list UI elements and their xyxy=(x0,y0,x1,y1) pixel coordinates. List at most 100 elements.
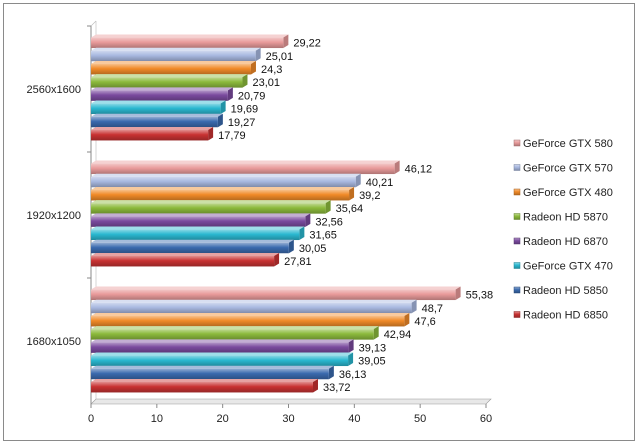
bar-top-face xyxy=(91,378,318,382)
bar-end-face xyxy=(288,239,294,254)
bar-top-face xyxy=(91,100,226,104)
bar xyxy=(91,60,256,75)
bar-top-face xyxy=(91,312,410,316)
bar-front-face xyxy=(91,90,228,101)
bar xyxy=(91,186,355,201)
data-label: 27,81 xyxy=(284,256,312,268)
data-label: 33,72 xyxy=(323,382,351,394)
bar xyxy=(91,378,318,393)
bar-end-face xyxy=(394,160,400,175)
bar-end-face xyxy=(404,312,410,327)
x-tick-label: 20 xyxy=(217,413,229,425)
legend-item: GeForce GTX 470 xyxy=(513,261,613,273)
legend-label: GeForce GTX 580 xyxy=(523,138,613,150)
bar-top-face xyxy=(91,173,361,177)
data-label: 48,7 xyxy=(422,303,443,315)
bar-end-face xyxy=(325,200,331,214)
bar-front-face xyxy=(91,129,209,141)
data-label: 20,79 xyxy=(238,90,266,102)
bar-front-face xyxy=(91,368,329,380)
data-label: 31,65 xyxy=(309,230,337,242)
bar-top-face xyxy=(91,186,355,190)
bar-front-face xyxy=(91,255,275,267)
bar xyxy=(91,100,226,115)
bar-end-face xyxy=(250,60,256,75)
bar-end-face xyxy=(217,113,223,128)
x-tick-label: 40 xyxy=(348,413,360,425)
legend-label: GeForce GTX 570 xyxy=(523,163,613,175)
legend-label: Radeon HD 6850 xyxy=(523,310,608,322)
bar-end-face xyxy=(348,339,354,353)
bar-end-face xyxy=(299,226,305,241)
bar-end-face xyxy=(227,87,233,101)
legend-swatch xyxy=(513,237,521,245)
bar-top-face xyxy=(91,126,214,130)
data-label: 40,21 xyxy=(366,177,394,189)
bar-front-face xyxy=(91,342,349,353)
bars xyxy=(91,34,461,393)
bar-end-face xyxy=(242,74,248,88)
legend-swatch xyxy=(513,213,521,220)
data-label: 19,69 xyxy=(231,104,259,116)
bar-front-face xyxy=(91,329,374,340)
bar-top-face xyxy=(91,226,305,230)
x-tick-label: 50 xyxy=(414,413,426,425)
bar-end-face xyxy=(208,126,214,141)
bar xyxy=(91,173,361,188)
bar-top-face xyxy=(91,365,334,369)
data-label: 39,05 xyxy=(358,356,386,368)
bar-front-face xyxy=(91,63,251,75)
bar-front-face xyxy=(91,289,456,301)
bar-front-face xyxy=(91,103,221,115)
legend-swatch xyxy=(513,139,521,147)
bar xyxy=(91,365,334,380)
legend-item: Radeon HD 5850 xyxy=(513,285,608,297)
bar xyxy=(91,326,379,340)
bar-top-face xyxy=(91,252,280,256)
bar-chart: 0 10 20 30 40 50 60 2560x1600 1920x1200 1680x1050… xyxy=(27,20,613,425)
bar-front-face xyxy=(91,302,412,314)
legend-label: Radeon HD 6870 xyxy=(523,236,608,248)
bar-end-face xyxy=(305,213,311,227)
bar xyxy=(91,34,289,49)
data-label: 55,38 xyxy=(466,290,494,302)
bar-front-face xyxy=(91,77,243,88)
bar-front-face xyxy=(91,116,218,128)
bar xyxy=(91,239,294,254)
category-label: 1680x1050 xyxy=(27,336,81,348)
bar xyxy=(91,87,233,101)
data-label: 36,13 xyxy=(339,369,367,381)
bar-top-face xyxy=(91,47,261,51)
bar-top-face xyxy=(91,160,400,164)
bar-end-face xyxy=(348,352,354,367)
bar-top-face xyxy=(91,352,354,356)
legend-item: GeForce GTX 480 xyxy=(513,187,613,199)
bar-front-face xyxy=(91,315,405,327)
bar-end-face xyxy=(274,252,280,267)
bar xyxy=(91,312,410,327)
bar-top-face xyxy=(91,34,289,38)
data-label: 24,3 xyxy=(261,64,282,76)
bar-front-face xyxy=(91,50,256,62)
legend-label: GeForce GTX 470 xyxy=(523,261,613,273)
data-label: 23,01 xyxy=(252,77,280,89)
legend-label: Radeon HD 5870 xyxy=(523,212,608,224)
x-tick-label: 0 xyxy=(88,413,94,425)
data-label: 25,01 xyxy=(266,51,294,63)
bar xyxy=(91,352,354,367)
legend-swatch xyxy=(513,164,521,171)
bar xyxy=(91,126,214,141)
bar-top-face xyxy=(91,213,311,217)
bar xyxy=(91,299,417,314)
bar xyxy=(91,339,354,353)
bar xyxy=(91,47,261,62)
bar-front-face xyxy=(91,229,300,241)
bar xyxy=(91,226,305,241)
bar xyxy=(91,74,248,88)
bar-end-face xyxy=(411,299,417,314)
bar-end-face xyxy=(328,365,334,380)
bar-end-face xyxy=(283,34,289,49)
data-label: 35,64 xyxy=(336,203,364,215)
legend-item: GeForce GTX 580 xyxy=(513,138,613,150)
